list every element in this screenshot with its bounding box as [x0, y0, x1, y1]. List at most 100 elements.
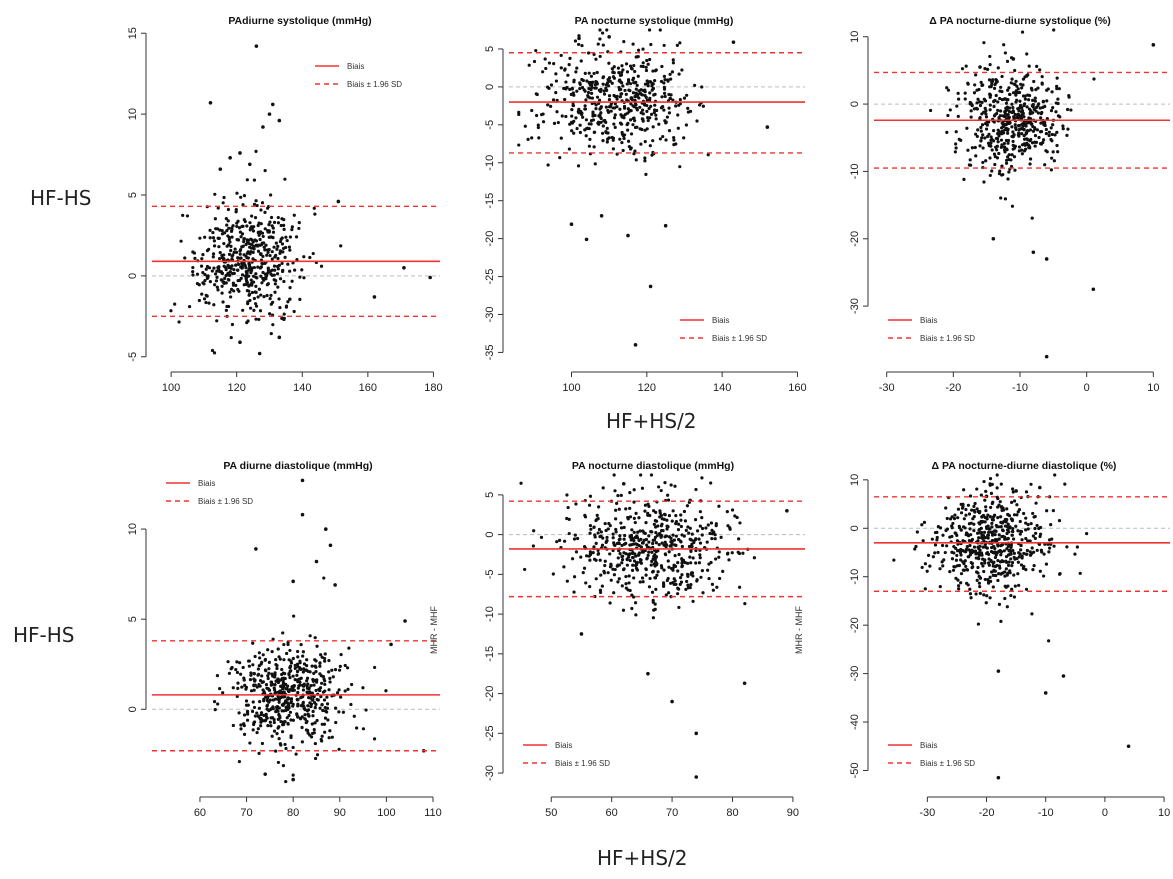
data-point — [268, 297, 272, 301]
data-point — [1037, 102, 1041, 106]
data-point — [999, 553, 1003, 557]
data-point — [298, 297, 302, 301]
data-point — [643, 156, 647, 160]
data-point — [659, 79, 664, 84]
data-point — [995, 111, 999, 116]
data-point — [633, 149, 637, 153]
data-point — [1001, 529, 1005, 533]
data-point — [240, 273, 245, 277]
data-point — [549, 83, 554, 87]
data-point — [254, 304, 259, 308]
data-point — [662, 43, 666, 48]
data-point — [1004, 554, 1009, 559]
data-point — [263, 227, 267, 231]
data-point — [671, 98, 675, 102]
data-point — [621, 84, 625, 88]
data-point — [292, 309, 296, 314]
data-point — [990, 525, 994, 529]
data-point — [1034, 501, 1038, 505]
data-point — [618, 107, 622, 111]
data-point — [1003, 570, 1007, 574]
data-point — [242, 239, 246, 244]
data-point — [643, 82, 648, 86]
data-point — [1020, 538, 1024, 542]
data-point — [554, 79, 559, 83]
data-point — [541, 70, 545, 74]
data-point — [983, 498, 987, 502]
data-point — [983, 577, 987, 582]
data-point — [984, 505, 988, 509]
data-point — [1016, 560, 1020, 564]
data-point — [231, 271, 235, 276]
data-point — [566, 73, 570, 77]
data-point — [607, 61, 611, 65]
data-point — [1040, 110, 1044, 115]
data-point — [262, 295, 266, 299]
data-point — [938, 567, 942, 571]
data-point — [990, 533, 995, 537]
data-point — [662, 108, 666, 112]
legend: Biais Biais ± 1.96 SD — [315, 62, 402, 89]
data-point — [587, 126, 591, 131]
data-point — [1003, 574, 1007, 578]
data-point — [590, 96, 595, 100]
data-point — [577, 36, 581, 41]
data-point — [1032, 564, 1036, 568]
data-point — [936, 550, 940, 555]
data-point — [265, 293, 269, 298]
data-point — [989, 505, 993, 510]
data-point — [1007, 549, 1011, 553]
data-point — [277, 297, 281, 301]
data-point — [1055, 130, 1059, 134]
data-point — [991, 585, 995, 589]
data-point — [215, 227, 220, 231]
data-point — [222, 264, 226, 268]
data-point — [661, 134, 665, 139]
data-point — [276, 221, 281, 225]
data-point — [224, 217, 228, 221]
data-point — [1011, 526, 1015, 531]
data-point — [1063, 482, 1067, 486]
data-point — [676, 126, 680, 130]
data-point — [241, 224, 245, 228]
legend: Biais Biais ± 1.96 SD — [888, 741, 975, 768]
data-point — [1017, 583, 1021, 587]
data-point — [203, 278, 207, 283]
data-point — [678, 41, 682, 45]
data-point — [999, 109, 1003, 113]
data-point — [957, 524, 961, 528]
data-point — [250, 290, 255, 295]
data-point — [1028, 553, 1033, 557]
data-point — [631, 123, 635, 127]
data-point — [1011, 139, 1015, 144]
data-point — [645, 109, 649, 113]
data-point — [220, 232, 225, 236]
data-point — [274, 278, 278, 283]
data-point — [987, 563, 991, 567]
data-point — [236, 262, 241, 266]
data-point — [238, 151, 242, 155]
data-point — [1033, 99, 1037, 103]
data-point — [950, 526, 954, 530]
data-point — [251, 257, 255, 261]
data-point — [245, 240, 250, 244]
data-point — [248, 265, 252, 269]
data-point — [1047, 133, 1051, 138]
data-point — [1009, 552, 1013, 556]
data-point — [982, 479, 986, 484]
data-point — [227, 226, 231, 230]
data-point — [245, 178, 249, 182]
data-point — [1023, 97, 1027, 101]
data-point — [650, 84, 654, 88]
data-point — [664, 138, 668, 142]
data-point — [517, 110, 521, 114]
data-point — [254, 149, 258, 153]
data-point — [607, 76, 612, 80]
data-point — [983, 558, 987, 562]
data-point — [241, 308, 245, 312]
data-point — [989, 491, 994, 495]
legend: Biais Biais ± 1.96 SD — [680, 316, 767, 343]
data-point — [302, 276, 306, 280]
data-point — [207, 247, 211, 251]
